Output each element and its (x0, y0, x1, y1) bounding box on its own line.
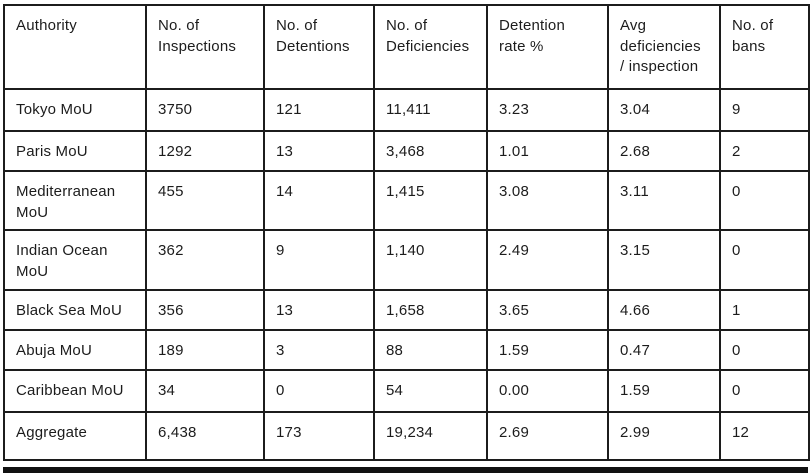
cell-deficiencies: 19,234 (373, 410, 488, 461)
cell-detention-rate: 0.00 (486, 368, 609, 413)
cell-bans: 2 (719, 130, 810, 172)
cell-detentions: 13 (263, 130, 375, 172)
cell-detention-rate: 2.69 (486, 410, 609, 461)
cell-authority: Black Sea MoU (3, 288, 147, 331)
cell-detention-rate: 3.23 (486, 88, 609, 132)
cell-bans: 0 (719, 169, 810, 232)
cell-authority: Caribbean MoU (3, 368, 147, 413)
cell-avg-deficiencies: 4.66 (607, 288, 721, 331)
header-cell-detention-rate: Detention rate % (486, 4, 609, 90)
bottom-divider-bar (3, 467, 808, 473)
cell-bans: 9 (719, 88, 810, 132)
cell-deficiencies: 1,140 (373, 229, 488, 291)
cell-avg-deficiencies: 3.04 (607, 88, 721, 132)
cell-detention-rate: 2.49 (486, 229, 609, 291)
cell-detention-rate: 3.08 (486, 169, 609, 232)
cell-bans: 0 (719, 368, 810, 413)
cell-deficiencies: 1,415 (373, 169, 488, 232)
cell-bans: 0 (719, 229, 810, 291)
cell-detentions: 3 (263, 328, 375, 371)
mou-statistics-table: Authority No. of Inspections No. of Dete… (3, 4, 810, 461)
table-row-caribbean-mou: Caribbean MoU 34 0 54 0.00 1.59 0 (3, 368, 810, 413)
cell-deficiencies: 54 (373, 368, 488, 413)
cell-inspections: 34 (145, 368, 265, 413)
cell-avg-deficiencies: 2.99 (607, 410, 721, 461)
table-row-paris-mou: Paris MoU 1292 13 3,468 1.01 2.68 2 (3, 130, 810, 172)
table-row-tokyo-mou: Tokyo MoU 3750 121 11,411 3.23 3.04 9 (3, 88, 810, 132)
cell-detentions: 0 (263, 368, 375, 413)
cell-avg-deficiencies: 2.68 (607, 130, 721, 172)
cell-authority: Mediterranean MoU (3, 169, 147, 232)
cell-detentions: 13 (263, 288, 375, 331)
cell-detention-rate: 3.65 (486, 288, 609, 331)
cell-authority: Indian Ocean MoU (3, 229, 147, 291)
table-row-indian-ocean-mou: Indian Ocean MoU 362 9 1,140 2.49 3.15 0 (3, 229, 810, 291)
cell-authority: Tokyo MoU (3, 88, 147, 132)
cell-detentions: 121 (263, 88, 375, 132)
cell-avg-deficiencies: 0.47 (607, 328, 721, 371)
header-cell-inspections: No. of Inspections (145, 4, 265, 90)
cell-authority: Aggregate (3, 410, 147, 461)
table-row-abuja-mou: Abuja MoU 189 3 88 1.59 0.47 0 (3, 328, 810, 371)
cell-authority: Paris MoU (3, 130, 147, 172)
cell-inspections: 362 (145, 229, 265, 291)
cell-avg-deficiencies: 3.15 (607, 229, 721, 291)
cell-bans: 0 (719, 328, 810, 371)
cell-inspections: 356 (145, 288, 265, 331)
table-row-aggregate: Aggregate 6,438 173 19,234 2.69 2.99 12 (3, 410, 810, 461)
cell-detentions: 9 (263, 229, 375, 291)
header-cell-avg-deficiencies: Avg deficiencies / inspection (607, 4, 721, 90)
table-row-black-sea-mou: Black Sea MoU 356 13 1,658 3.65 4.66 1 (3, 288, 810, 331)
header-cell-deficiencies: No. of Deficiencies (373, 4, 488, 90)
cell-deficiencies: 3,468 (373, 130, 488, 172)
cell-inspections: 3750 (145, 88, 265, 132)
cell-bans: 1 (719, 288, 810, 331)
header-cell-bans: No. of bans (719, 4, 810, 90)
cell-detention-rate: 1.59 (486, 328, 609, 371)
cell-inspections: 1292 (145, 130, 265, 172)
cell-detentions: 14 (263, 169, 375, 232)
cell-detention-rate: 1.01 (486, 130, 609, 172)
cell-avg-deficiencies: 3.11 (607, 169, 721, 232)
table-row-mediterranean-mou: Mediterranean MoU 455 14 1,415 3.08 3.11… (3, 169, 810, 232)
header-cell-detentions: No. of Detentions (263, 4, 375, 90)
cell-bans: 12 (719, 410, 810, 461)
header-cell-authority: Authority (3, 4, 147, 90)
cell-inspections: 455 (145, 169, 265, 232)
cell-deficiencies: 1,658 (373, 288, 488, 331)
cell-inspections: 189 (145, 328, 265, 371)
cell-avg-deficiencies: 1.59 (607, 368, 721, 413)
cell-inspections: 6,438 (145, 410, 265, 461)
header-row: Authority No. of Inspections No. of Dete… (3, 4, 810, 90)
cell-deficiencies: 88 (373, 328, 488, 371)
cell-detentions: 173 (263, 410, 375, 461)
cell-authority: Abuja MoU (3, 328, 147, 371)
cell-deficiencies: 11,411 (373, 88, 488, 132)
